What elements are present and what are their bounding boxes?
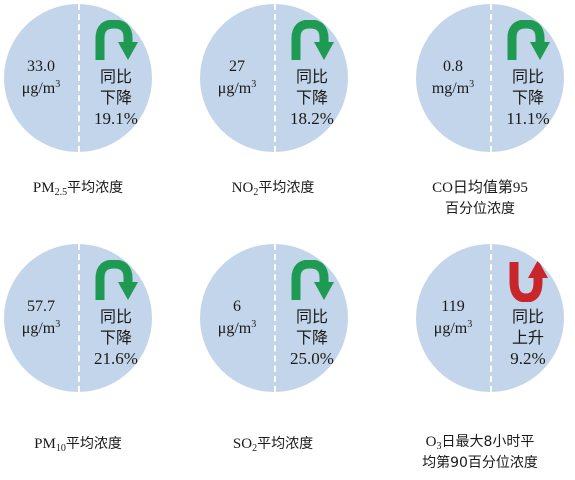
circle-divider <box>78 4 80 152</box>
circle-divider <box>490 244 492 392</box>
change-text: 同比 下降 21.6% <box>80 306 152 369</box>
indicator-label-so2: SO2平均浓度 <box>232 436 314 454</box>
change-percent: 9.2% <box>510 349 546 368</box>
value-number: 27 <box>229 58 245 75</box>
change-label-2: 下降 <box>295 88 328 107</box>
indicator-circle: 33.0 μg/m3 同比 下降 19.1% <box>4 4 152 152</box>
change-percent: 19.1% <box>94 109 138 128</box>
change-label-1: 同比 <box>511 67 544 86</box>
indicator-label-pm10: PM10平均浓度 <box>34 436 122 454</box>
indicator-circle: 119 μg/m3 同比 上升 9.2% <box>416 244 564 392</box>
change-label-2: 下降 <box>295 328 328 347</box>
down-arrow-icon <box>507 20 550 60</box>
change-percent: 21.6% <box>94 349 138 368</box>
value-text: 0.8 mg/m3 <box>416 56 490 100</box>
change-text: 同比 下降 11.1% <box>492 66 564 129</box>
circle-divider <box>490 4 492 152</box>
down-arrow-icon <box>291 20 334 60</box>
value-unit: μg/m3 <box>21 79 61 98</box>
value-number: 6 <box>233 298 241 315</box>
change-label-1: 同比 <box>99 67 132 86</box>
value-text: 57.7 μg/m3 <box>4 296 78 340</box>
change-label-2: 上升 <box>511 328 544 347</box>
change-label-2: 下降 <box>99 328 132 347</box>
value-unit: mg/m3 <box>431 79 475 98</box>
down-arrow-icon <box>291 260 334 300</box>
indicator-label-o3: O3日最大8小时平 均第90百分位浓度 <box>422 434 538 471</box>
indicator-circle: 57.7 μg/m3 同比 下降 21.6% <box>4 244 152 392</box>
up-arrow-icon <box>509 260 548 302</box>
change-text: 同比 上升 9.2% <box>492 306 564 369</box>
indicator-circle: 6 μg/m3 同比 下降 25.0% <box>200 244 348 392</box>
change-label-1: 同比 <box>99 307 132 326</box>
value-text: 27 μg/m3 <box>200 56 274 100</box>
value-text: 6 μg/m3 <box>200 296 274 340</box>
change-label-1: 同比 <box>295 67 328 86</box>
value-number: 119 <box>441 298 465 315</box>
change-label-1: 同比 <box>295 307 328 326</box>
indicator-label-co: CO日均值第95 百分位浓度 <box>432 180 528 217</box>
value-number: 33.0 <box>27 58 55 75</box>
change-text: 同比 下降 19.1% <box>80 66 152 129</box>
indicator-circle: 27 μg/m3 同比 下降 18.2% <box>200 4 348 152</box>
value-unit: μg/m3 <box>217 319 257 338</box>
change-percent: 18.2% <box>290 109 334 128</box>
indicator-label-pm25: PM2.5平均浓度 <box>32 180 124 198</box>
indicator-label-no2: NO2平均浓度 <box>231 180 315 198</box>
value-unit: μg/m3 <box>433 319 473 338</box>
down-arrow-icon <box>95 260 138 300</box>
value-text: 33.0 μg/m3 <box>4 56 78 100</box>
change-text: 同比 下降 18.2% <box>276 66 348 129</box>
change-percent: 11.1% <box>506 109 550 128</box>
circle-divider <box>274 4 276 152</box>
value-text: 119 μg/m3 <box>416 296 490 340</box>
circle-divider <box>78 244 80 392</box>
value-unit: μg/m3 <box>217 79 257 98</box>
change-percent: 25.0% <box>290 349 334 368</box>
value-number: 0.8 <box>443 58 463 75</box>
change-label-2: 下降 <box>99 88 132 107</box>
down-arrow-icon <box>95 20 138 60</box>
value-unit: μg/m3 <box>21 319 61 338</box>
change-label-1: 同比 <box>511 307 544 326</box>
value-number: 57.7 <box>27 298 55 315</box>
change-label-2: 下降 <box>511 88 544 107</box>
change-text: 同比 下降 25.0% <box>276 306 348 369</box>
indicator-circle: 0.8 mg/m3 同比 下降 11.1% <box>416 4 564 152</box>
circle-divider <box>274 244 276 392</box>
